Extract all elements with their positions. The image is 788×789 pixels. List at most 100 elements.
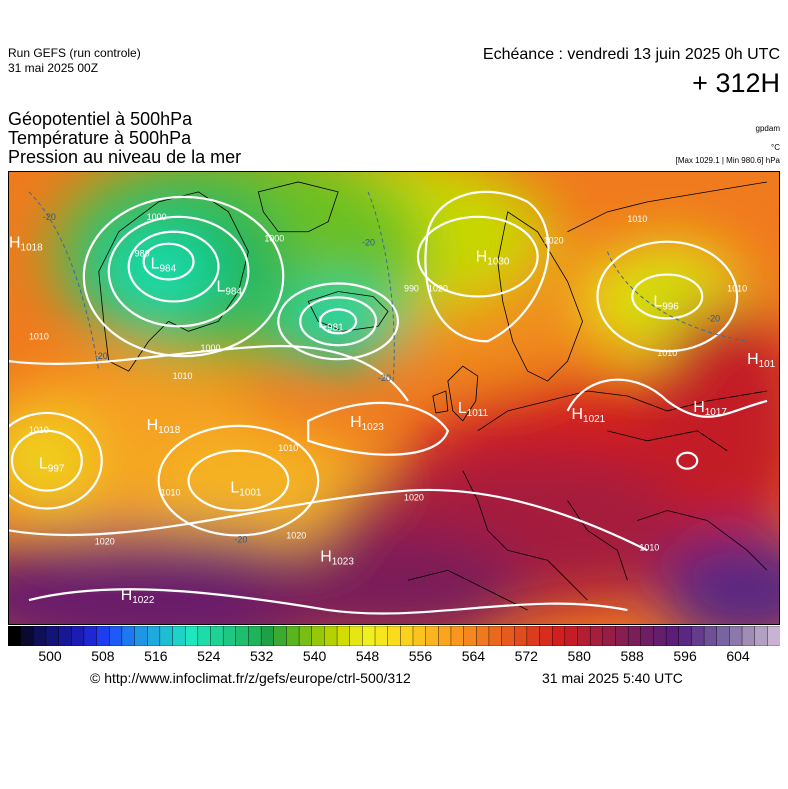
color-scale-labels: 500 508 516 524 532 540 548 556 564 572 580 588 596 6… [8, 648, 780, 666]
weather-map: H1018 L984 L984 L981 H1030 L996 H101 H1018 H1023… [8, 171, 780, 625]
isotherm-label: -20 [362, 238, 375, 248]
color-scale-swatch [311, 626, 325, 646]
isobar-label: 1020 [95, 536, 115, 546]
unit-geopotential: gpdam [755, 124, 780, 133]
color-scale-swatch [514, 626, 528, 646]
color-scale-swatch [159, 626, 174, 646]
color-scale-label: 604 [726, 648, 750, 664]
forecast-hour: + 312H [692, 68, 780, 98]
color-scale-label: 532 [250, 648, 274, 664]
color-scale-label: 500 [38, 648, 62, 664]
low-pressure-center: L981 [318, 314, 344, 333]
isobar-labels: 1000 1000 1000 980 990 1010 1010 1010 1010 1010 10… [29, 212, 747, 553]
color-scale-label: 524 [197, 648, 221, 664]
color-scale-swatch [627, 626, 642, 646]
color-scale-swatch [172, 626, 186, 646]
color-scale-swatch [248, 626, 262, 646]
isotherm-label: -20 [378, 373, 391, 383]
color-scale-swatch [349, 626, 363, 646]
field-pressure: Pression au niveau de la mer [8, 147, 242, 167]
color-scale-swatch [539, 626, 553, 646]
color-scale-swatch [298, 626, 313, 646]
low-pressure-center: L997 [39, 456, 65, 475]
color-scale-label: 588 [620, 648, 644, 664]
isobar-label: 1000 [147, 212, 167, 222]
isobar-label: 1020 [428, 283, 448, 293]
isobar-label: 1010 [727, 283, 747, 293]
isobar-label: 1010 [29, 331, 49, 341]
color-scale-swatch [260, 626, 275, 646]
isobar-label: 1020 [544, 236, 564, 246]
forecast-valid-time: Echéance : vendredi 13 juin 2025 0h UTC [482, 46, 780, 63]
isobar-label: 1000 [264, 234, 284, 244]
high-pressure-center: H1023 [350, 414, 384, 433]
high-pressure-center: H1021 [572, 406, 606, 425]
color-scale-label: 596 [673, 648, 697, 664]
color-scale-label: 556 [408, 648, 433, 664]
low-pressure-center: L1011 [458, 400, 489, 419]
high-pressure-center: H1018 [9, 235, 43, 254]
low-pressure-center: L984 [151, 256, 177, 275]
isobar-label: 1020 [286, 530, 306, 540]
color-scale-swatch [653, 626, 667, 646]
color-scale-swatch [526, 626, 541, 646]
color-scale-swatch [374, 626, 389, 646]
isobar-label: 980 [135, 249, 150, 259]
color-scale-swatch [488, 626, 503, 646]
color-scale-swatch [703, 626, 718, 646]
color-scale-swatch [716, 626, 730, 646]
color-scale-swatch [336, 626, 351, 646]
isobar-label: 1020 [404, 493, 424, 503]
color-scale-label: 540 [302, 648, 327, 664]
field-temperature: Température à 500hPa [8, 128, 192, 148]
footer-source-url: © http://www.infoclimat.fr/z/gefs/europe… [90, 670, 411, 686]
color-scale-label: 548 [355, 648, 380, 664]
color-scale-swatch [400, 626, 414, 646]
isobar-label: 1010 [657, 348, 677, 358]
color-scale-swatch [134, 626, 148, 646]
isobar-label: 1010 [173, 371, 193, 381]
high-pressure-center: H1023 [320, 548, 354, 567]
color-scale-swatch [564, 626, 579, 646]
color-scale-swatch [83, 626, 98, 646]
low-pressure-center: L1001 [230, 480, 262, 499]
isobar-label: 990 [404, 283, 419, 293]
high-pressure-center: H1017 [693, 399, 727, 418]
color-scale-label: 516 [144, 648, 168, 664]
isotherm-labels: -20 -20 -20 -20 -20 -20 [43, 212, 720, 545]
run-date: 31 mai 2025 00Z [8, 61, 99, 75]
footer-generated-date: 31 mai 2025 5:40 UTC [542, 670, 683, 686]
isotherm-label: -20 [95, 351, 108, 361]
color-scale-swatch [501, 626, 515, 646]
isobar-label: 1010 [627, 214, 647, 224]
color-scale-swatch [273, 626, 287, 646]
color-scale-swatch [412, 626, 427, 646]
color-scale-swatch [463, 626, 477, 646]
coastlines [98, 181, 768, 611]
color-scale-swatch [362, 626, 376, 646]
color-scale-swatch [210, 626, 224, 646]
color-scale-swatch [552, 626, 566, 646]
color-scale-swatch [109, 626, 123, 646]
color-scale-swatch [8, 626, 22, 646]
color-scale-swatch [121, 626, 136, 646]
color-scale-swatch [184, 626, 199, 646]
color-scale-label: 564 [461, 648, 486, 664]
color-scale-swatch [20, 626, 34, 646]
color-scale-swatch [438, 626, 452, 646]
color-scale-swatch [450, 626, 465, 646]
high-pressure-center: H1018 [147, 417, 181, 436]
color-scale-swatch [615, 626, 629, 646]
color-scale-swatch [147, 626, 161, 646]
high-pressure-center: H101 [747, 351, 776, 370]
field-geopotential: Géopotentiel à 500hPa [8, 109, 193, 129]
color-scale-swatch [767, 626, 780, 646]
color-scale-swatch [665, 626, 680, 646]
isobar-label: 1000 [201, 343, 221, 353]
isobar-label: 1010 [29, 425, 49, 435]
isobar-label: 1010 [278, 443, 298, 453]
low-pressure-center: L996 [653, 293, 679, 312]
color-scale-swatch [58, 626, 72, 646]
color-scale-swatch [96, 626, 110, 646]
high-pressure-center: H1030 [476, 249, 510, 268]
